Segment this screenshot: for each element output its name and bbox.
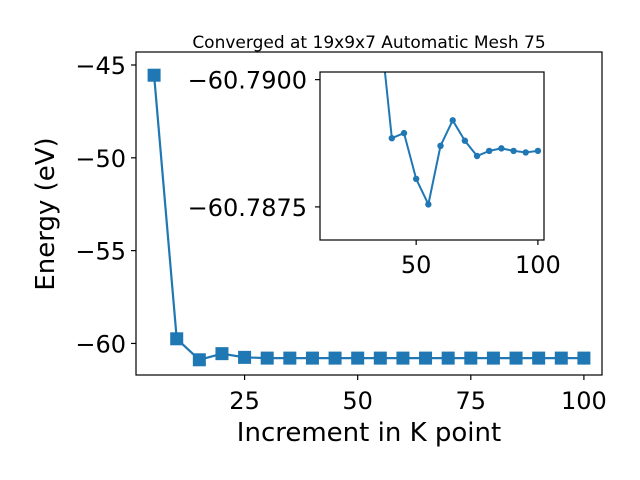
inset-x-ticks: 50 100 [401,240,561,279]
main-data-point [305,351,319,365]
main-y-tick-label: −50 [75,145,126,173]
main-data-point [147,68,161,82]
main-axes: 25 50 75 100 −45 −50 −55 −60 Converged at 19x9… [31,33,607,448]
main-data-point [283,351,297,365]
main-data-point [351,351,365,365]
inset-data-point [510,147,517,155]
main-data-point [441,351,455,365]
inset-data-point [498,145,505,152]
main-data-point [215,347,229,361]
inset-axes: 50 100 −60.7900 −60.7875 [188,67,561,279]
main-y-tick-label: −55 [75,238,126,266]
main-data-point [532,351,546,365]
main-x-tick-label: 75 [456,387,487,415]
inset-data-point [534,147,542,155]
main-x-ticks: 25 50 75 100 [229,375,607,415]
main-data-point [192,353,206,367]
inset-y-tick-label: −60.7900 [188,67,307,95]
inset-background [320,72,544,240]
inset-plot-frame [319,71,545,241]
inset-data-point [522,149,529,156]
inset-plot-area [383,72,542,208]
inset-data-point [449,117,456,124]
main-data-point [554,351,568,365]
inset-series [383,72,542,208]
main-data-point [260,351,274,365]
main-x-tick-label: 100 [561,387,607,415]
main-data-point [486,351,500,365]
inset-data-point [473,152,481,160]
main-y-ticks: −45 −50 −55 −60 [75,52,136,358]
inset-data-point [388,134,396,142]
chart-title: Converged at 19x9x7 Automatic Mesh 75 [192,33,545,53]
inset-data-point [400,129,408,137]
main-data-point [238,350,252,364]
main-x-tick-label: 50 [342,387,373,415]
inset-data-point [412,175,420,183]
inset-data-point [486,147,493,155]
main-plot-frame [135,51,603,376]
inset-y-ticks: −60.7900 −60.7875 [188,67,320,222]
main-plot-area [147,68,591,367]
main-data-point [170,332,184,346]
main-y-tick-label: −60 [75,330,126,358]
main-data-point [396,351,410,365]
main-data-point [373,351,387,365]
main-data-point [419,351,433,365]
main-x-tick-label: 25 [229,387,260,415]
y-axis-label: Energy (eV) [31,137,61,290]
inset-x-tick-label: 50 [401,251,432,279]
main-y-tick-label: −45 [75,52,126,80]
x-axis-label: Increment in K point [237,418,501,448]
inset-data-point [461,137,469,144]
main-series [147,68,591,367]
main-data-point [328,351,342,365]
inset-data-point [437,142,444,150]
main-data-point [509,351,523,365]
main-data-point [464,351,478,365]
main-data-point [577,351,591,365]
inset-x-tick-label: 100 [515,251,561,279]
inset-y-tick-label: −60.7875 [188,194,307,222]
inset-data-point [425,201,432,208]
